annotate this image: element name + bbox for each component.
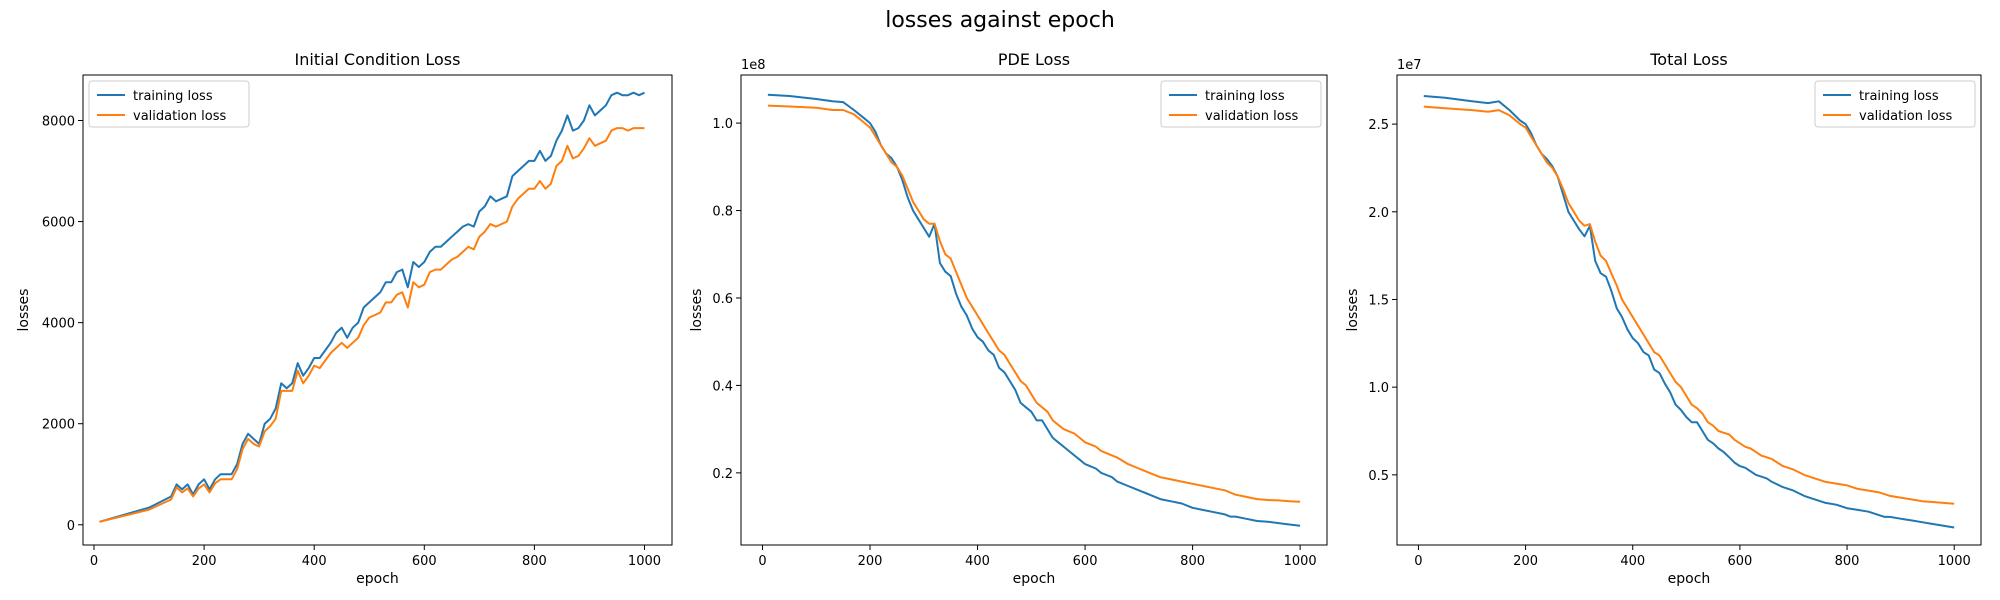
legend-label: validation loss: [1859, 109, 1952, 124]
series-line-validation: [1423, 105, 1955, 505]
y-tick-label: 8000: [42, 114, 75, 129]
chart-1: Initial Condition Loss 0 200 400 600 800 1000 0…: [16, 50, 673, 587]
x-tick-label: 200: [1513, 554, 1538, 569]
y-tick-label: 6000: [42, 216, 75, 231]
legend: training loss validation loss: [1160, 80, 1322, 128]
chart-2: PDE Loss 0 200 400 600 800 1000 0.2 0.4 0.6 0.8 1.0…: [689, 50, 1328, 587]
x-tick-label: 0: [1414, 554, 1422, 569]
x-tick-label: 600: [1727, 554, 1752, 569]
y-tick-label: 0.2: [712, 467, 733, 482]
x-tick-label: 800: [522, 554, 547, 569]
y-tick-label: 2000: [42, 418, 75, 433]
x-tick-label: 600: [412, 554, 437, 569]
x-tick-label: 1000: [1938, 554, 1971, 569]
x-tick-label: 1000: [1284, 554, 1317, 569]
x-tick-label: 0: [90, 554, 98, 569]
axis-scale-label: 1e8: [741, 58, 766, 73]
x-tick-label: 400: [965, 554, 990, 569]
y-tick-label: 1.0: [712, 117, 733, 132]
x-tick-label: 800: [1835, 554, 1860, 569]
chart-title: PDE Loss: [998, 50, 1070, 69]
y-axis-label: losses: [1345, 289, 1361, 332]
legend: training loss validation loss: [88, 80, 250, 128]
y-tick-label: 0.4: [712, 379, 733, 394]
legend: training loss validation loss: [1814, 80, 1976, 128]
legend-label: validation loss: [1205, 109, 1298, 124]
chart-title: Initial Condition Loss: [295, 50, 461, 69]
chart-title: Total Loss: [1649, 50, 1728, 69]
legend-label: validation loss: [133, 109, 226, 124]
y-tick-label: 0.5: [1368, 469, 1389, 484]
y-tick-label: 1.0: [1368, 381, 1389, 396]
legend-box: [88, 80, 250, 128]
legend-label: training loss: [1205, 89, 1285, 104]
series-line-validation: [767, 104, 1301, 503]
y-tick-label: 4000: [42, 317, 75, 332]
legend-label: training loss: [133, 89, 213, 104]
x-tick-label: 400: [1620, 554, 1645, 569]
x-axis-label: epoch: [356, 571, 399, 587]
figure-title: losses against epoch: [885, 8, 1115, 33]
series-line-training: [767, 93, 1301, 527]
x-tick-label: 200: [858, 554, 883, 569]
y-tick-label: 0.8: [712, 205, 733, 220]
chart-3: Total Loss 0 200 400 600 800 1000 0.5 1.0 1.5 2.0 2…: [1345, 50, 1982, 587]
axis-scale-label: 1e7: [1397, 58, 1422, 73]
plot-frame: [1396, 74, 1982, 546]
legend-label: training loss: [1859, 89, 1939, 104]
y-axis-label: losses: [689, 289, 705, 332]
x-tick-label: 1000: [628, 554, 661, 569]
plot-frame: [82, 74, 673, 546]
series-line-validation: [99, 127, 645, 523]
x-tick-label: 0: [758, 554, 766, 569]
legend-box: [1814, 80, 1976, 128]
y-tick-label: 0: [67, 519, 75, 534]
x-tick-label: 200: [192, 554, 217, 569]
legend-box: [1160, 80, 1322, 128]
x-tick-label: 600: [1073, 554, 1098, 569]
series-line-training: [99, 91, 645, 523]
y-axis-label: losses: [16, 289, 32, 332]
x-axis-label: epoch: [1013, 571, 1056, 587]
x-tick-label: 400: [302, 554, 327, 569]
y-tick-label: 0.6: [712, 292, 733, 307]
y-tick-label: 2.5: [1368, 118, 1389, 133]
x-tick-label: 800: [1180, 554, 1205, 569]
y-tick-label: 2.0: [1368, 206, 1389, 221]
x-axis-label: epoch: [1668, 571, 1711, 587]
series-line-training: [1423, 95, 1955, 529]
plot-frame: [740, 74, 1328, 546]
y-tick-label: 1.5: [1368, 293, 1389, 308]
